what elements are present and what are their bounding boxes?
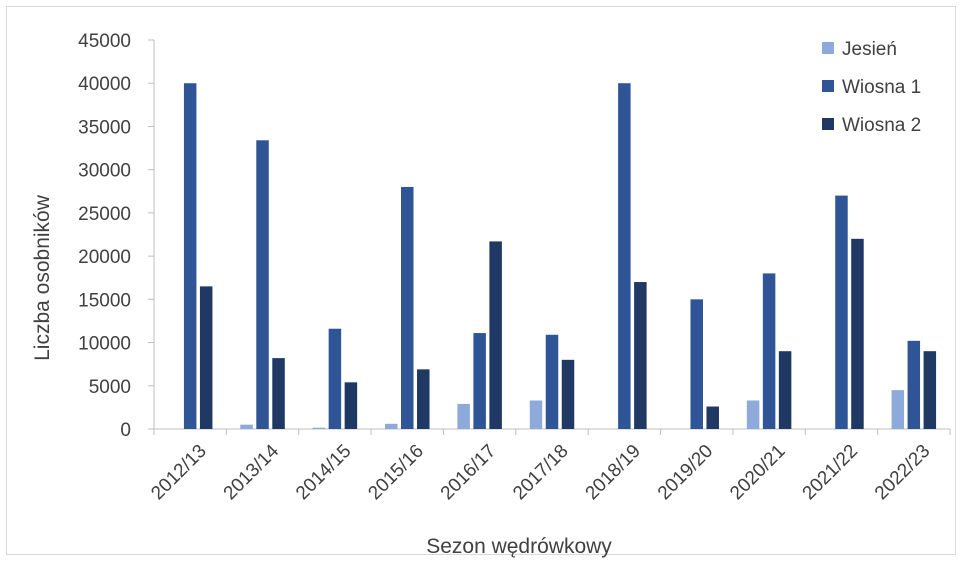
x-tick-label: 2012/13 [147, 441, 210, 504]
bar-wiosna-2-2014-15 [344, 382, 358, 429]
bar-wiosna-2-2022-23 [923, 351, 937, 429]
bar-wiosna-2-2015-16 [417, 369, 430, 429]
bar-wiosna-2-2017-18 [561, 359, 575, 429]
bar-wiosna-1-2016-17 [473, 333, 486, 429]
x-tick-label: 2017/18 [509, 441, 572, 504]
bar-wiosna-1-2022-23 [907, 340, 921, 429]
legend-swatch [822, 118, 834, 130]
legend-label: Jesień [842, 39, 897, 60]
x-tick-label: 2018/19 [582, 441, 645, 504]
bar-wiosna-2-2019-20 [706, 406, 719, 429]
x-axis: 2012/13 2013/14 2014/15 2015/16 2016/17 2017/… [147, 428, 951, 504]
bar-wiosna-1-2012-13 [183, 83, 197, 429]
bar-wiosna-2-2012-13 [199, 286, 213, 429]
x-tick-label: 2015/16 [364, 441, 427, 504]
bar-jesien-2013-14 [240, 424, 253, 429]
bar-wiosna-1-2020-21 [762, 273, 776, 429]
bar-wiosna-1-2019-20 [690, 299, 703, 429]
legend-swatch [822, 42, 834, 54]
bar-wiosna-2-2018-19 [634, 282, 647, 429]
x-tick-label: 2013/14 [220, 440, 284, 504]
y-tick-label: 35000 [78, 117, 131, 138]
bar-jesien-2014-15 [312, 427, 326, 429]
chart-frame [6, 6, 956, 555]
bar-jesien-2016-17 [457, 403, 470, 429]
bar-wiosna-1-2015-16 [401, 186, 414, 429]
bar-wiosna-2-2021-22 [851, 238, 864, 429]
x-tick-label: 2021/22 [799, 441, 862, 504]
x-tick-label: 2014/15 [292, 441, 355, 504]
bar-wiosna-2-2020-21 [778, 351, 792, 429]
x-tick-label: 2020/21 [726, 441, 789, 504]
bar-wiosna-1-2014-15 [328, 328, 342, 429]
bar-wiosna-2-2013-14 [272, 358, 285, 429]
bar-jesien-2017-18 [529, 400, 543, 429]
y-tick-label: 30000 [78, 161, 131, 182]
y-axis-title: Liczba osobników [31, 194, 54, 361]
bar-wiosna-1-2013-14 [256, 140, 269, 429]
x-axis-title: Sezon wędrówkowy [426, 535, 612, 558]
bar-wiosna-1-2018-19 [618, 83, 631, 429]
bar-wiosna-2-2016-17 [489, 241, 502, 429]
legend-swatch [822, 80, 834, 92]
y-tick-label: 20000 [78, 247, 131, 268]
y-tick-label: 25000 [78, 204, 131, 225]
legend-label: Wiosna 2 [842, 115, 921, 136]
y-tick-label: 5000 [89, 377, 131, 398]
bar-wiosna-1-2017-18 [545, 334, 559, 429]
y-axis: 0 5000 10000 15000 20000 25000 30000 35000 40000… [78, 31, 155, 441]
bar-jesien-2015-16 [385, 423, 398, 429]
y-tick-label: 0 [120, 420, 131, 441]
x-tick-label: 2016/17 [437, 441, 500, 504]
x-tick-label: 2019/20 [654, 441, 717, 504]
legend-label: Wiosna 1 [842, 77, 921, 98]
legend: Jesień Wiosna 1 Wiosna 2 [822, 39, 921, 136]
bar-jesien-2020-21 [746, 400, 760, 429]
y-tick-label: 15000 [78, 290, 131, 311]
bar-wiosna-1-2021-22 [835, 195, 848, 429]
bars [183, 83, 937, 429]
y-tick-label: 45000 [78, 31, 131, 52]
y-tick-label: 10000 [78, 334, 131, 355]
bar-jesien-2022-23 [891, 390, 905, 429]
y-tick-label: 40000 [78, 74, 131, 95]
x-tick-label: 2022/23 [871, 441, 934, 504]
